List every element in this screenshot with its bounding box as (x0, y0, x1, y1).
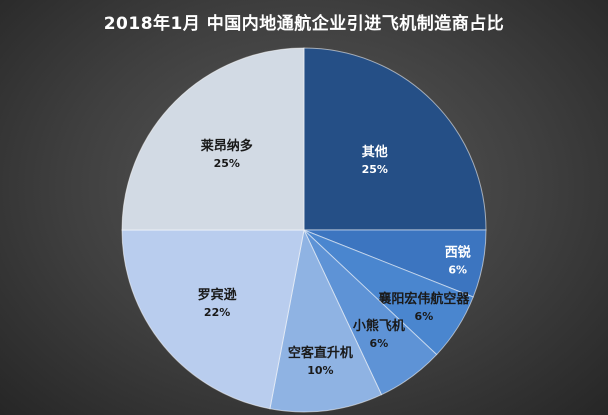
slice-label: 罗宾逊 (198, 287, 237, 303)
slice-label: 襄阳宏伟航空器 (377, 291, 470, 307)
slice-label: 西锐 (445, 244, 471, 260)
slice-label: 莱昂纳多 (201, 138, 253, 154)
slice-percent: 6% (415, 310, 434, 323)
pie-slice (121, 47, 305, 231)
pie-slice (121, 229, 305, 410)
slice-label: 其他 (362, 144, 388, 160)
slice-percent: 22% (204, 306, 230, 319)
slice-percent: 25% (214, 157, 240, 170)
slice-percent: 6% (448, 263, 467, 276)
pie-slice (269, 228, 383, 413)
slice-percent: 10% (307, 364, 333, 377)
slice-percent: 6% (370, 337, 389, 350)
pie-slice (303, 47, 487, 231)
slice-label: 小熊飞机 (353, 318, 405, 334)
chart-title: 2018年1月 中国内地通航企业引进飞机制造商占比 (103, 14, 505, 34)
slice-label: 空客直升机 (288, 345, 353, 361)
slice-percent: 25% (362, 163, 388, 176)
